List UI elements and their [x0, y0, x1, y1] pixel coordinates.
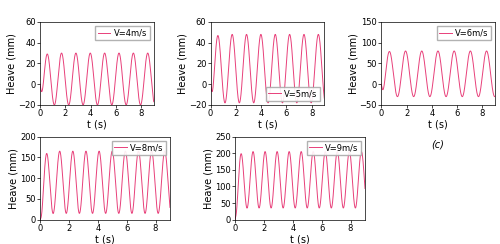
X-axis label: t (s): t (s): [95, 234, 115, 244]
X-axis label: t (s): t (s): [87, 120, 107, 130]
Legend: V=5m/s: V=5m/s: [266, 87, 320, 101]
Text: (c): (c): [432, 140, 444, 150]
Text: (a): (a): [90, 140, 104, 150]
Legend: V=6m/s: V=6m/s: [436, 26, 491, 40]
Legend: V=8m/s: V=8m/s: [112, 141, 166, 155]
Y-axis label: Heave (mm): Heave (mm): [8, 148, 18, 209]
Legend: V=4m/s: V=4m/s: [96, 26, 150, 40]
X-axis label: t (s): t (s): [428, 120, 448, 130]
Y-axis label: Heave (mm): Heave (mm): [7, 33, 17, 94]
Legend: V=9m/s: V=9m/s: [306, 141, 361, 155]
X-axis label: t (s): t (s): [290, 234, 310, 244]
Y-axis label: Heave (mm): Heave (mm): [348, 33, 358, 94]
Y-axis label: Heave (mm): Heave (mm): [178, 33, 188, 94]
X-axis label: t (s): t (s): [258, 120, 278, 130]
Text: (b): (b): [260, 140, 274, 150]
Y-axis label: Heave (mm): Heave (mm): [204, 148, 214, 209]
